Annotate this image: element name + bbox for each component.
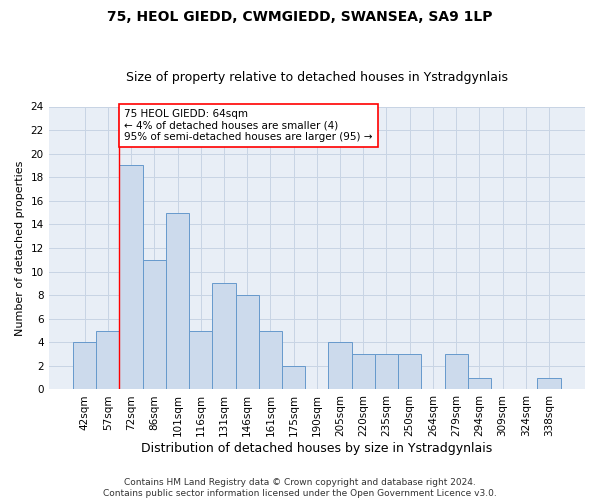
Bar (398, 354, 421, 390)
Bar (96, 330, 119, 390)
Bar (352, 354, 375, 390)
Bar (212, 284, 236, 390)
Bar (538, 378, 560, 390)
Bar (236, 295, 259, 390)
Text: 75 HEOL GIEDD: 64sqm
← 4% of detached houses are smaller (4)
95% of semi-detache: 75 HEOL GIEDD: 64sqm ← 4% of detached ho… (124, 109, 373, 142)
Bar (328, 342, 352, 390)
Bar (375, 354, 398, 390)
Text: Contains HM Land Registry data © Crown copyright and database right 2024.
Contai: Contains HM Land Registry data © Crown c… (103, 478, 497, 498)
Bar (119, 166, 143, 390)
Text: 75, HEOL GIEDD, CWMGIEDD, SWANSEA, SA9 1LP: 75, HEOL GIEDD, CWMGIEDD, SWANSEA, SA9 1… (107, 10, 493, 24)
Bar (189, 330, 212, 390)
Bar (445, 354, 468, 390)
Y-axis label: Number of detached properties: Number of detached properties (15, 160, 25, 336)
Bar (73, 342, 96, 390)
X-axis label: Distribution of detached houses by size in Ystradgynlais: Distribution of detached houses by size … (141, 442, 493, 455)
Title: Size of property relative to detached houses in Ystradgynlais: Size of property relative to detached ho… (126, 72, 508, 85)
Bar (143, 260, 166, 390)
Bar (166, 212, 189, 390)
Bar (468, 378, 491, 390)
Bar (282, 366, 305, 390)
Bar (259, 330, 282, 390)
